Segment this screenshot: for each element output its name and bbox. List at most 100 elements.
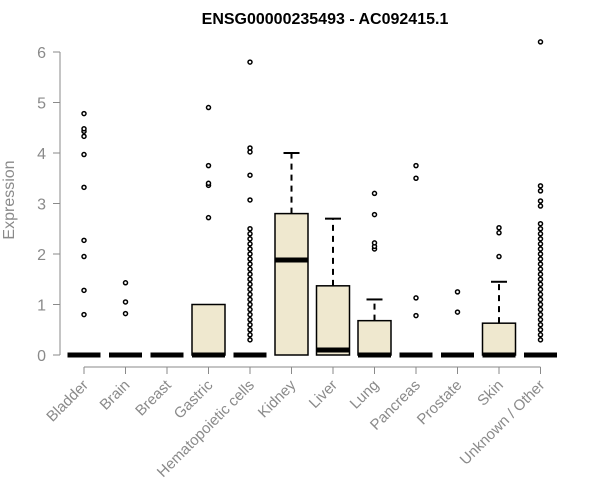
outlier-point — [537, 286, 544, 293]
x-tick-label: Kidney — [255, 376, 300, 421]
outlier-point — [537, 183, 544, 189]
box-group — [109, 280, 142, 358]
outlier-point — [413, 295, 419, 301]
outlier-point — [537, 276, 544, 282]
outlier-point — [537, 311, 544, 318]
outlier-point — [537, 271, 544, 277]
box-group — [524, 39, 557, 358]
x-tick-label: Prostate — [414, 377, 466, 429]
x-tick-label: Breast — [132, 376, 175, 419]
outlier-point — [537, 281, 544, 288]
outlier-point — [247, 197, 253, 203]
y-tick-label: 0 — [37, 348, 46, 365]
outlier-point — [537, 246, 544, 252]
outlier-point — [537, 198, 544, 204]
x-tick-label: Lung — [347, 377, 383, 413]
outlier-point — [247, 241, 253, 247]
y-tick-label: 6 — [37, 45, 46, 62]
x-tick-label: Liver — [306, 377, 341, 412]
outlier-point — [537, 266, 544, 272]
box-group — [357, 190, 392, 358]
outlier-point — [247, 316, 253, 323]
box-group — [274, 152, 309, 356]
outlier-point — [81, 311, 87, 318]
outlier-point — [371, 211, 378, 218]
outlier-point — [537, 241, 544, 247]
outlier-point — [247, 327, 253, 333]
outlier-point — [81, 237, 87, 244]
outlier-point — [496, 253, 502, 260]
y-axis-label: Expression — [1, 160, 18, 239]
outlier-point — [371, 190, 378, 197]
outlier-point — [81, 287, 87, 294]
box-body — [191, 303, 226, 356]
outlier-point — [81, 126, 87, 132]
outlier-point — [247, 311, 253, 318]
outlier-point — [537, 306, 544, 313]
box-group — [481, 224, 517, 358]
x-tick-label: Brain — [97, 377, 134, 414]
x-tick-label: Bladder — [43, 377, 92, 426]
outlier-point — [247, 236, 253, 242]
outlier-point — [537, 337, 544, 343]
outlier-point — [247, 306, 253, 313]
outlier-point — [247, 261, 253, 267]
y-tick-label: 3 — [37, 197, 46, 214]
outlier-point — [537, 301, 544, 308]
x-tick-label: Skin — [474, 377, 507, 410]
outlier-point — [81, 133, 87, 140]
outlier-point — [247, 332, 253, 338]
y-tick-label: 5 — [37, 96, 46, 113]
outlier-point — [247, 246, 253, 252]
outlier-point — [247, 256, 253, 262]
y-tick-label: 4 — [37, 146, 46, 163]
outlier-point — [247, 59, 253, 65]
outlier-point — [205, 214, 212, 221]
box-body — [315, 285, 351, 356]
outlier-point — [413, 175, 419, 181]
box-body — [357, 319, 392, 356]
outlier-point — [247, 226, 253, 232]
outlier-point — [81, 253, 87, 260]
outlier-point — [537, 261, 544, 267]
outlier-point — [537, 332, 544, 338]
outlier-point — [122, 310, 129, 317]
outlier-point — [454, 309, 461, 315]
outlier-point — [247, 296, 253, 303]
outlier-point — [81, 110, 87, 117]
outlier-point — [537, 251, 544, 257]
outlier-point — [81, 184, 87, 191]
outlier-point — [247, 276, 253, 282]
chart-title: ENSG00000235493 - AC092415.1 — [202, 11, 449, 28]
boxes — [67, 39, 557, 358]
outlier-point — [247, 286, 253, 293]
outlier-point — [122, 299, 129, 305]
outlier-point — [247, 251, 253, 257]
box-group — [191, 104, 226, 358]
box-group — [441, 289, 474, 358]
outlier-point — [247, 321, 253, 328]
outlier-point — [247, 172, 253, 178]
outlier-point — [205, 162, 212, 169]
outlier-point — [413, 162, 419, 169]
box-group — [233, 59, 267, 358]
outlier-point — [496, 224, 502, 231]
outlier-point — [537, 220, 544, 227]
box-body — [274, 212, 309, 356]
outlier-point — [205, 180, 212, 187]
outlier-point — [413, 312, 419, 319]
outlier-point — [122, 280, 129, 286]
y-tick-label: 1 — [37, 298, 46, 315]
y-tick-label: 2 — [37, 247, 46, 264]
outlier-point — [247, 337, 253, 343]
outlier-point — [537, 203, 544, 209]
box-group — [315, 217, 351, 356]
outlier-point — [247, 231, 253, 237]
outlier-point — [371, 240, 378, 246]
outlier-point — [247, 271, 253, 277]
outlier-point — [537, 291, 544, 298]
box-group — [67, 110, 101, 358]
outlier-point — [537, 296, 544, 303]
